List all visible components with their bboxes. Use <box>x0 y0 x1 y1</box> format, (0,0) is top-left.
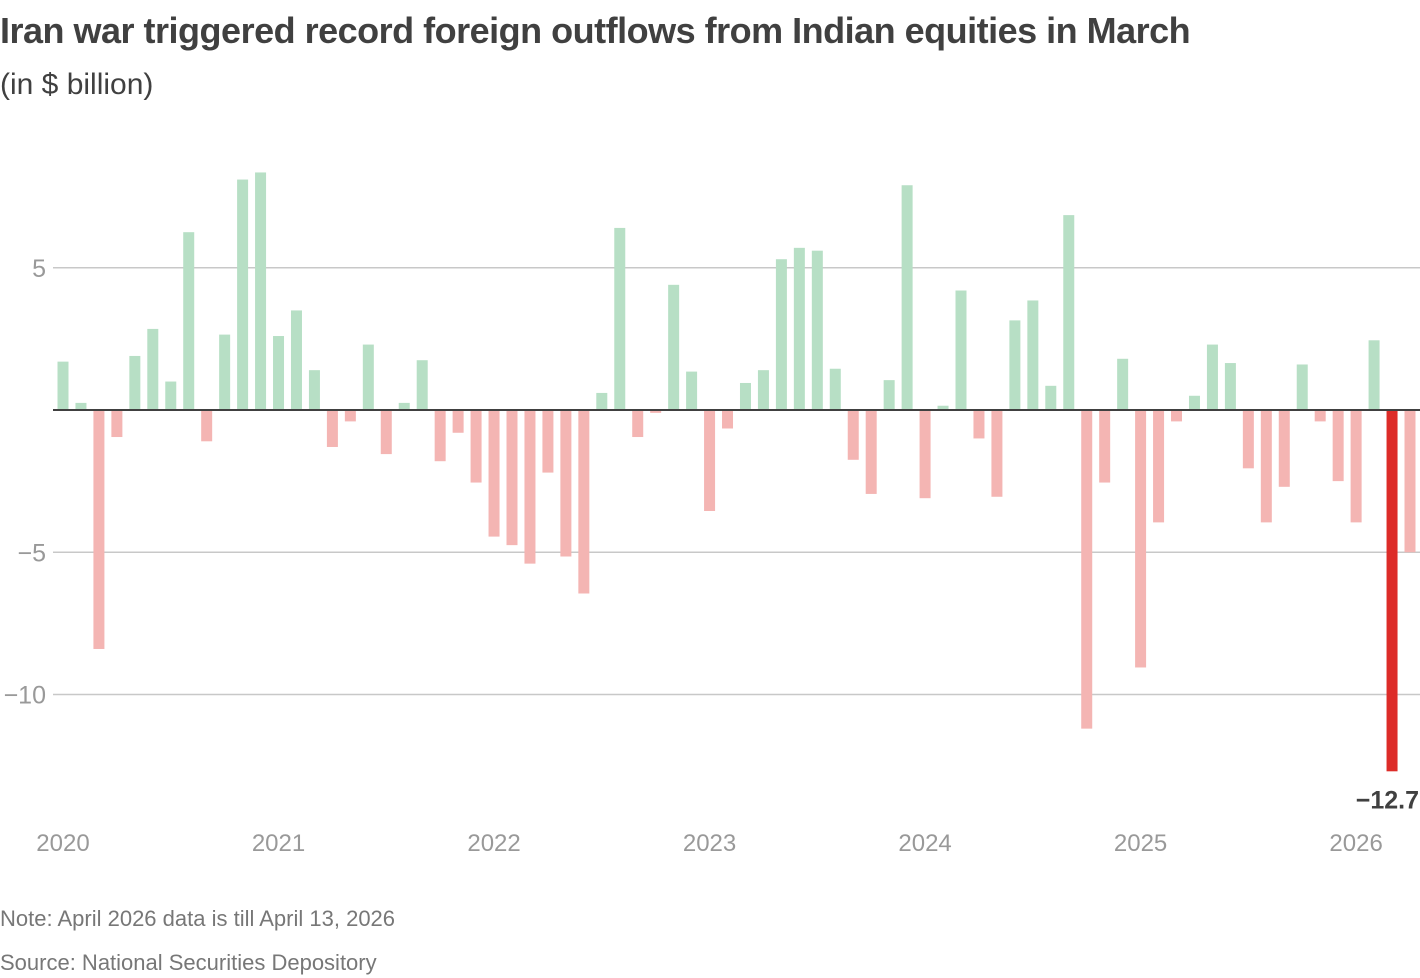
bar <box>452 410 464 433</box>
bar <box>1063 215 1075 410</box>
chart-subtitle: (in $ billion) <box>0 68 154 101</box>
bar <box>201 410 213 442</box>
bar <box>793 247 805 410</box>
bar <box>1135 410 1147 668</box>
y-tick-label: −5 <box>17 539 46 567</box>
bar <box>686 371 698 410</box>
bar <box>1278 410 1290 487</box>
bar <box>165 381 177 410</box>
bar <box>1188 395 1200 410</box>
bar <box>901 185 913 410</box>
bar <box>722 410 734 429</box>
bar <box>1224 363 1236 410</box>
x-tick-label: 2025 <box>1114 830 1167 857</box>
bar <box>937 405 949 410</box>
bar <box>470 410 482 483</box>
bar <box>308 370 320 410</box>
bar <box>1350 410 1362 523</box>
source: Source: National Securities Depository <box>0 950 377 975</box>
bar <box>434 410 446 462</box>
bar <box>560 410 572 557</box>
bar <box>380 410 392 455</box>
bar <box>398 402 410 410</box>
bar <box>1153 410 1165 523</box>
highlight-bar <box>1386 410 1398 772</box>
bar <box>614 227 626 410</box>
bar <box>1206 344 1218 410</box>
x-tick-label: 2022 <box>467 830 520 857</box>
bar <box>290 310 302 410</box>
bar <box>273 336 285 410</box>
bar <box>506 410 518 546</box>
bar <box>650 410 662 413</box>
chart-title: Iran war triggered record foreign outflo… <box>0 10 1191 51</box>
y-tick-label: −10 <box>4 682 46 710</box>
bar <box>344 410 356 422</box>
bar <box>524 410 536 564</box>
bar <box>1260 410 1272 523</box>
bar <box>1296 364 1308 410</box>
bar <box>1404 410 1416 553</box>
bar <box>362 344 374 410</box>
bar <box>865 410 877 494</box>
bar <box>1171 410 1183 422</box>
bar <box>1081 410 1093 729</box>
x-tick-label: 2023 <box>683 830 736 857</box>
bar <box>1099 410 1111 483</box>
bar <box>1332 410 1344 482</box>
bar <box>632 410 644 438</box>
bar <box>1117 358 1129 410</box>
bar <box>1045 385 1057 410</box>
x-tick-label: 2020 <box>36 830 89 857</box>
bar <box>668 284 680 410</box>
bar <box>111 410 123 438</box>
bar <box>326 410 338 447</box>
bar <box>883 380 895 410</box>
bar <box>1242 410 1254 469</box>
x-tick-label: 2026 <box>1329 830 1382 857</box>
x-tick-label: 2024 <box>898 830 951 857</box>
bar <box>183 232 195 410</box>
bar <box>811 250 823 410</box>
bar <box>255 172 267 410</box>
bar <box>542 410 554 473</box>
bar <box>93 410 105 649</box>
bar <box>1368 340 1380 410</box>
bar <box>75 402 87 410</box>
bar-chart: 5 −5 −10 −12.7 2020 2021 2022 2023 2024 2025 2026 <box>4 172 1420 857</box>
y-tick-label: 5 <box>32 255 46 283</box>
bar <box>416 360 428 410</box>
bar <box>847 410 859 460</box>
bar <box>237 179 249 410</box>
x-tick-label: 2021 <box>252 830 305 857</box>
bar <box>147 328 159 410</box>
bar <box>919 410 931 499</box>
bar <box>578 410 590 594</box>
bar <box>775 259 787 410</box>
bar <box>57 361 69 410</box>
bar <box>973 410 985 439</box>
bar <box>955 290 967 410</box>
bar <box>1009 320 1021 410</box>
bar <box>757 370 769 410</box>
bar <box>829 368 841 410</box>
bar <box>129 355 141 410</box>
bar <box>1314 410 1326 422</box>
bar <box>739 382 751 410</box>
bar <box>1027 300 1039 410</box>
bar <box>219 334 231 410</box>
bar <box>991 410 1003 497</box>
bar <box>704 410 716 511</box>
footnote: Note: April 2026 data is till April 13, … <box>0 906 396 931</box>
bar <box>596 392 608 410</box>
data-label: −12.7 <box>1356 786 1419 814</box>
bar <box>488 410 500 537</box>
